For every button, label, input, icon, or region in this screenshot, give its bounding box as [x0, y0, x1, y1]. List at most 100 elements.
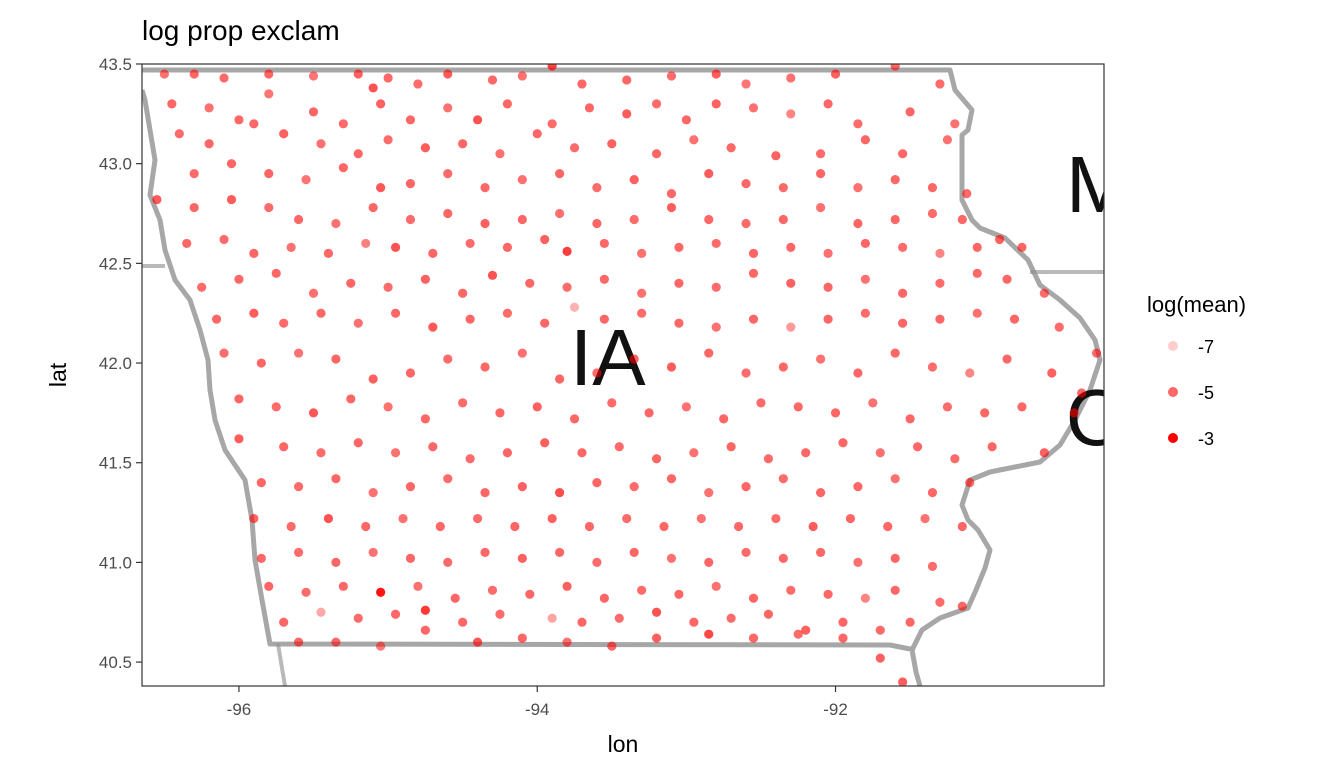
data-point: [1069, 408, 1079, 418]
data-point: [301, 175, 311, 185]
legend-label: -7: [1198, 337, 1214, 357]
data-point: [383, 135, 393, 145]
data-point: [1002, 274, 1012, 284]
data-point: [704, 557, 714, 567]
data-point: [353, 613, 363, 623]
data-point: [965, 478, 975, 488]
data-point: [957, 214, 967, 225]
data-point: [853, 119, 863, 129]
chart-title: log prop exclam: [142, 15, 340, 46]
data-point: [480, 183, 490, 193]
data-point: [525, 589, 535, 599]
data-point: [301, 587, 311, 597]
data-point: [577, 448, 587, 458]
data-point: [950, 119, 960, 129]
data-point: [890, 553, 900, 564]
x-axis-title: lon: [608, 731, 639, 757]
data-point: [719, 414, 729, 424]
data-point: [390, 448, 401, 458]
data-point: [555, 547, 565, 558]
data-point: [935, 248, 945, 258]
data-point: [853, 557, 863, 567]
data-point: [443, 208, 453, 219]
data-point: [547, 513, 557, 524]
data-point: [517, 633, 527, 643]
data-point: [480, 218, 490, 229]
data-point: [607, 641, 617, 651]
data-point: [480, 488, 490, 498]
data-point: [741, 368, 751, 378]
data-point: [741, 218, 751, 229]
legend-title: log(mean): [1147, 292, 1246, 317]
data-point: [972, 242, 982, 253]
background-map: IA M O: [142, 67, 1104, 686]
x-tick-label: -92: [823, 700, 848, 719]
data-point: [666, 362, 677, 372]
data-point: [338, 581, 348, 591]
data-point: [838, 617, 848, 627]
data-point: [778, 214, 788, 225]
data-point: [793, 402, 803, 412]
data-point: [346, 278, 356, 288]
data-point: [875, 625, 885, 635]
data-point: [942, 402, 952, 412]
data-point: [711, 238, 721, 249]
data-point: [607, 139, 617, 149]
data-point: [279, 617, 289, 627]
data-point: [763, 454, 774, 464]
data-point: [219, 234, 229, 245]
data-point: [622, 109, 632, 119]
data-point: [1017, 402, 1027, 412]
data-point: [704, 488, 714, 498]
data-point: [458, 398, 468, 408]
data-point: [935, 278, 945, 288]
data-point: [927, 208, 938, 219]
legend-key: [1168, 387, 1178, 397]
data-point: [637, 248, 647, 258]
x-tick-label: -96: [227, 700, 252, 719]
data-point: [443, 354, 453, 364]
data-point: [517, 482, 527, 492]
data-point: [562, 637, 572, 647]
data-point: [353, 318, 363, 328]
data-point: [898, 288, 908, 298]
data-point: [838, 633, 848, 643]
data-point: [443, 69, 453, 79]
data-point: [741, 179, 751, 189]
data-point: [644, 408, 654, 418]
data-point: [264, 202, 274, 213]
data-point: [898, 149, 908, 159]
data-point: [733, 521, 744, 532]
data-point: [890, 585, 900, 595]
data-point: [711, 581, 721, 591]
data-point: [405, 214, 416, 225]
data-point: [323, 513, 334, 524]
data-point: [748, 268, 759, 278]
data-point: [957, 521, 967, 532]
data-point: [853, 368, 863, 378]
data-point: [294, 547, 304, 558]
data-point: [517, 348, 527, 358]
legend: log(mean) -7 -5 -3: [1147, 292, 1246, 449]
data-point: [726, 442, 736, 452]
data-point: [741, 79, 751, 89]
data-point: [331, 557, 341, 567]
data-point: [898, 677, 908, 686]
data-point: [890, 474, 900, 484]
data-point: [816, 202, 826, 213]
data-point: [331, 474, 341, 484]
data-point: [443, 557, 453, 567]
data-point: [980, 408, 990, 418]
data-point: [599, 274, 609, 284]
data-point: [353, 69, 363, 79]
data-point: [487, 585, 498, 595]
data-point: [1039, 448, 1049, 458]
data-point: [413, 79, 423, 89]
data-point: [599, 238, 609, 249]
data-point: [584, 103, 595, 113]
data-point: [555, 488, 565, 498]
data-point: [405, 553, 416, 564]
data-point: [651, 633, 662, 643]
data-point: [577, 617, 587, 627]
data-point: [368, 202, 378, 213]
